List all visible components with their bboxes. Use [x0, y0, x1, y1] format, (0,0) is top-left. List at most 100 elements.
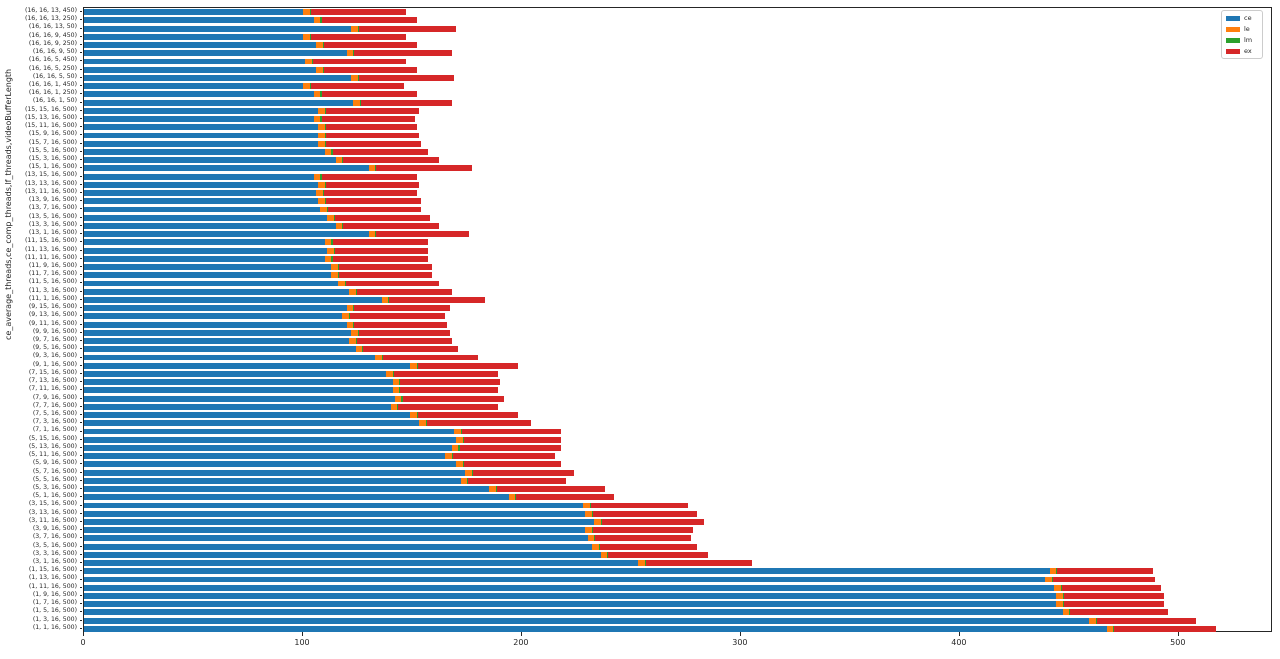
- bar-segment-lm: [337, 264, 340, 270]
- bar-segment-le: [313, 173, 321, 180]
- bar-segment-lm: [416, 362, 418, 369]
- y-tick-mark: [80, 159, 82, 161]
- bar-segment-ex: [472, 469, 575, 476]
- bar-segment-ce: [84, 395, 395, 402]
- bar-segment-ex: [328, 206, 422, 213]
- bar-segment-ce: [84, 206, 321, 213]
- bar-segment-lm: [309, 33, 311, 40]
- bar-row: [84, 527, 1273, 534]
- bar-segment-ex: [601, 519, 704, 525]
- bar-segment-le: [327, 247, 334, 254]
- bar-segment-le: [392, 379, 400, 386]
- legend-entry-ce: ce: [1226, 14, 1258, 22]
- bar-segment-le: [390, 403, 398, 410]
- x-tick-mark: [1177, 632, 1179, 636]
- y-tick-mark: [80, 167, 82, 169]
- bar-segment-lm: [357, 329, 359, 336]
- bar-segment-lm: [353, 321, 355, 328]
- bar-segment-ex: [325, 198, 422, 205]
- y-tick-label: (7, 7, 16, 500): [32, 401, 77, 409]
- bar-segment-ex: [339, 272, 433, 279]
- y-tick-label: (9, 5, 16, 500): [32, 344, 77, 352]
- bar-segment-ex: [595, 535, 691, 542]
- y-tick-mark: [80, 282, 82, 284]
- bar-segment-ex: [1063, 593, 1164, 599]
- bar-segment-ce: [84, 66, 317, 73]
- bar-segment-ex: [400, 379, 501, 386]
- bar-segment-ex: [452, 453, 555, 460]
- y-tick-mark: [80, 553, 82, 555]
- bar-row: [84, 198, 1273, 205]
- bar-segment-lm: [1056, 568, 1058, 575]
- bar-segment-ex: [398, 403, 498, 410]
- bar-segment-le: [313, 116, 321, 122]
- bar-row: [84, 560, 1273, 567]
- y-tick-mark: [80, 19, 82, 21]
- bar-segment-ex: [645, 560, 752, 567]
- bar-segment-ce: [84, 198, 319, 205]
- bar-row: [84, 403, 1273, 410]
- y-tick-label: (15, 15, 16, 500): [24, 105, 77, 113]
- y-tick-label: (13, 11, 16, 500): [24, 187, 77, 195]
- bar-segment-ce: [84, 510, 586, 517]
- legend: ce le lm ex: [1221, 10, 1263, 59]
- bar-segment-le: [351, 74, 358, 81]
- y-tick-label: (3, 3, 16, 500): [32, 549, 77, 557]
- bar-segment-le: [313, 17, 321, 24]
- bar-segment-le: [302, 83, 310, 90]
- bar-segment-ce: [84, 305, 347, 312]
- y-tick-label: (5, 13, 16, 500): [28, 442, 77, 450]
- y-tick-label: (16, 16, 13, 250): [24, 15, 77, 23]
- bar-segment-lm: [320, 91, 322, 98]
- bar-segment-ex: [376, 165, 472, 172]
- bar-segment-ce: [84, 33, 303, 40]
- bar-segment-ex: [459, 445, 562, 451]
- bar-segment-ex: [321, 116, 415, 122]
- bar-segment-ex: [1061, 584, 1162, 591]
- bar-segment-le: [1045, 576, 1052, 583]
- bar-segment-ex: [310, 9, 406, 16]
- bar-segment-ce: [84, 255, 325, 262]
- bar-segment-ce: [84, 107, 319, 114]
- bar-segment-ce: [84, 379, 393, 386]
- bar-row: [84, 412, 1273, 418]
- y-tick-mark: [80, 381, 82, 383]
- bar-row: [84, 255, 1273, 262]
- y-tick-label: (9, 3, 16, 500): [32, 352, 77, 360]
- bar-segment-lm: [1113, 625, 1115, 632]
- bar-segment-ce: [84, 387, 393, 394]
- bar-segment-le: [583, 502, 590, 509]
- bar-segment-ex: [323, 42, 417, 48]
- bar-segment-lm: [381, 354, 383, 361]
- bar-segment-le: [456, 461, 463, 468]
- bar-segment-le: [346, 321, 354, 328]
- bar-segment-ex: [426, 420, 531, 427]
- bar-row: [84, 428, 1273, 435]
- bar-row: [84, 593, 1273, 599]
- y-tick-mark: [80, 479, 82, 481]
- bar-segment-lm: [467, 477, 469, 484]
- bar-segment-lm: [331, 148, 333, 155]
- bar-row: [84, 617, 1273, 624]
- y-tick-mark: [80, 405, 82, 407]
- bar-segment-ce: [84, 25, 352, 32]
- bar-segment-le: [392, 387, 400, 394]
- bar-row: [84, 354, 1273, 361]
- y-tick-mark: [80, 504, 82, 506]
- bar-segment-ce: [84, 584, 1055, 591]
- bar-segment-lm: [515, 494, 517, 501]
- y-tick-mark: [80, 142, 82, 144]
- y-tick-label: (5, 1, 16, 500): [32, 492, 77, 500]
- bar-segment-lm: [331, 239, 333, 246]
- y-tick-label: (16, 16, 9, 50): [32, 48, 77, 56]
- bar-row: [84, 453, 1273, 460]
- y-tick-mark: [80, 68, 82, 70]
- bar-row: [84, 181, 1273, 188]
- bar-segment-le: [368, 231, 376, 238]
- bar-segment-le: [320, 206, 328, 213]
- bar-segment-ce: [84, 346, 356, 353]
- bar-row: [84, 395, 1273, 402]
- y-tick-mark: [80, 257, 82, 259]
- y-tick-mark: [80, 150, 82, 152]
